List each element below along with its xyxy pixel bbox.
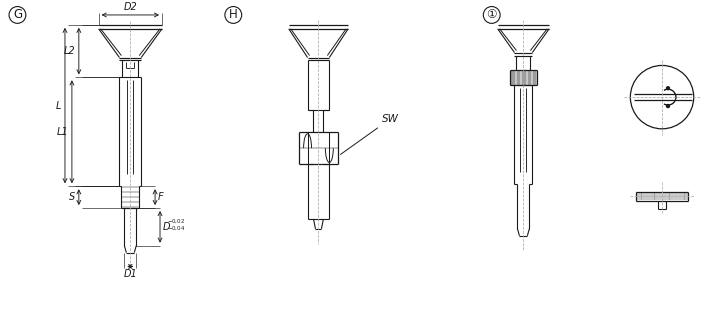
Text: S: S	[68, 192, 75, 202]
Text: F: F	[158, 192, 164, 202]
Text: G: G	[13, 8, 22, 22]
Text: ①: ①	[486, 8, 497, 22]
Text: D2: D2	[124, 2, 137, 12]
Text: D: D	[163, 222, 171, 232]
Text: L2: L2	[63, 46, 75, 56]
Text: D1: D1	[124, 270, 137, 280]
Text: L1: L1	[56, 127, 68, 137]
Text: SW: SW	[382, 115, 398, 124]
Text: H: H	[229, 8, 238, 22]
Circle shape	[667, 87, 670, 90]
Circle shape	[667, 105, 670, 108]
Text: $^{-0{,}02}_{-0{,}04}$: $^{-0{,}02}_{-0{,}04}$	[167, 218, 185, 233]
Text: L: L	[56, 100, 61, 110]
